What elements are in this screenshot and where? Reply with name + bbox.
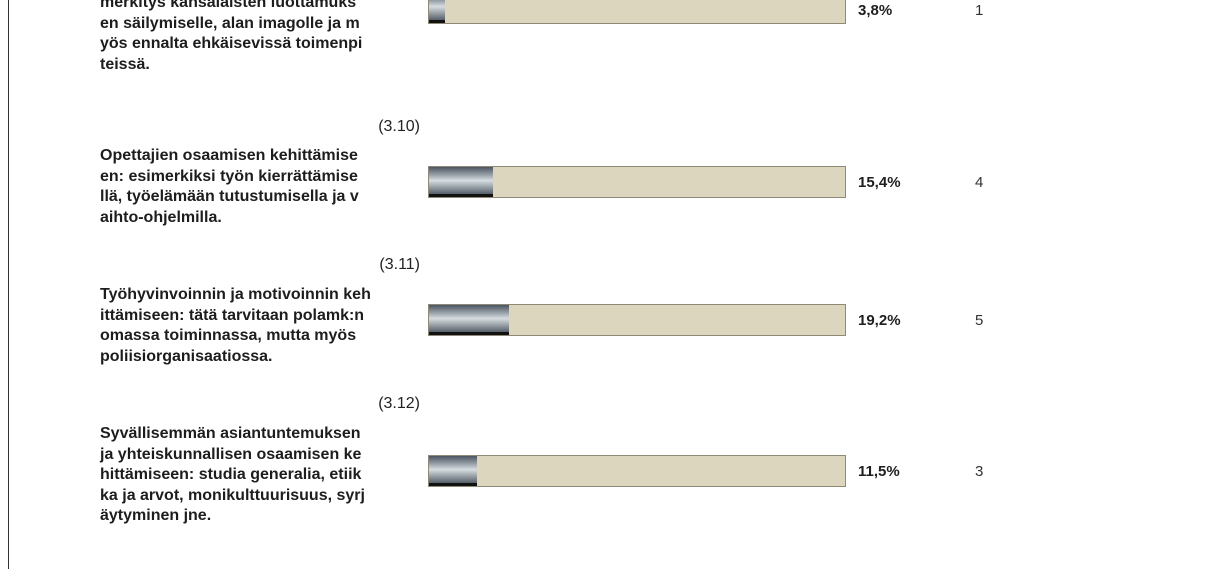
count-label: 4	[975, 174, 984, 191]
answer-option-text: merkitys kansalaisten luottamuks en säil…	[100, 0, 363, 73]
bar-fill	[429, 167, 494, 197]
bar-fill	[429, 0, 445, 23]
percent-label: 3,8%	[858, 2, 893, 19]
percent-label: 19,2%	[858, 312, 901, 329]
bar-track	[428, 0, 846, 24]
question-number: (3.11)	[379, 256, 420, 273]
percent-label: 11,5%	[858, 463, 900, 480]
percent-label: 15,4%	[858, 174, 901, 191]
answer-option-text: Työhyvinvoinnin ja motivoinnin keh ittäm…	[100, 286, 371, 365]
question-number: (3.12)	[378, 395, 420, 412]
bar-track	[428, 304, 846, 336]
count-label: 5	[975, 312, 984, 329]
bar-fill	[429, 305, 509, 335]
bar-track	[428, 455, 846, 487]
left-border-line	[8, 0, 9, 569]
count-label: 3	[975, 463, 984, 480]
answer-option-text: Syvällisemmän asiantuntemuksen ja yhteis…	[100, 425, 365, 524]
bar-fill	[429, 456, 477, 486]
count-label: 1	[975, 2, 984, 19]
answer-option-text: Opettajien osaamisen kehittämise en: esi…	[100, 147, 359, 226]
bar-track	[428, 166, 846, 198]
question-number: (3.10)	[378, 118, 420, 135]
